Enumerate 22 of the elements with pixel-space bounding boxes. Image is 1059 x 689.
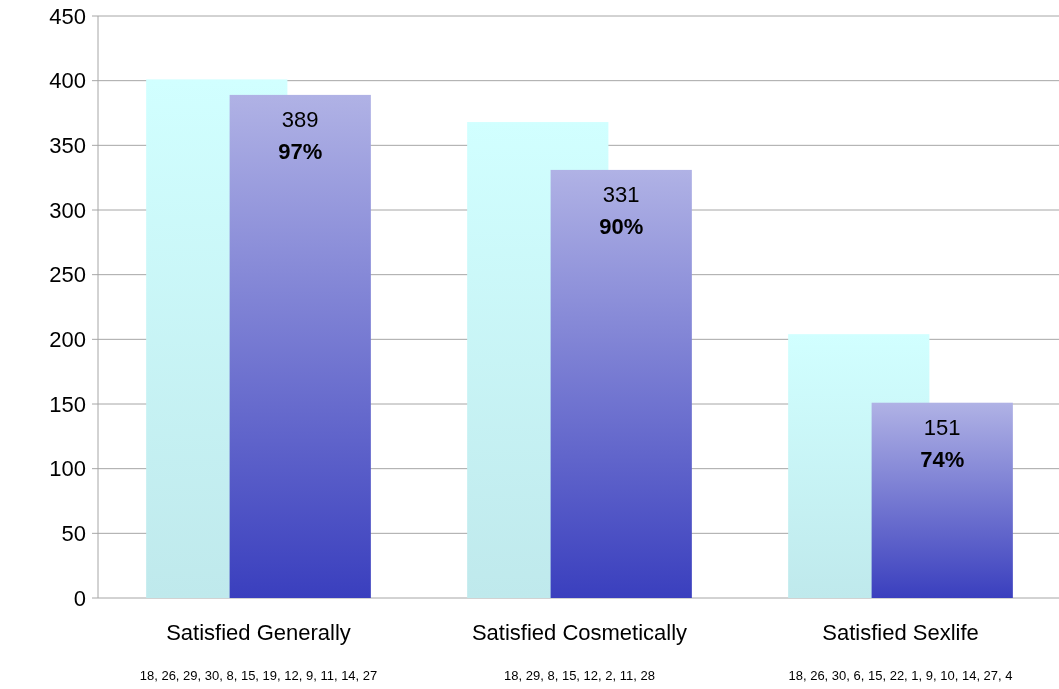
y-tick-label: 50 [61, 521, 86, 547]
data-label: 331 90% [599, 181, 644, 239]
y-tick-label: 0 [73, 585, 86, 611]
bar [229, 94, 371, 598]
data-label: 151 74% [920, 414, 965, 472]
y-tick-label: 250 [49, 262, 86, 288]
x-tick-label: Satisfied Generally [166, 620, 351, 645]
data-label: 389 97% [278, 106, 323, 164]
y-tick-label: 200 [49, 327, 86, 353]
y-tick-label: 350 [49, 133, 86, 159]
y-tick-label: 450 [49, 3, 86, 29]
y-tick-label: 300 [49, 197, 86, 223]
text: 18, 26, 30, 6, 15, 22, 1, 9, 10, 14, 27, 4 [788, 668, 1013, 683]
text: 18, 26, 29, 30, 8, 15, 19, 12, 9, 11, 14, 27 [139, 668, 378, 683]
y-tick-label: 100 [49, 456, 86, 482]
y-tick-label: 150 [49, 391, 86, 417]
x-tick-label: Satisfied Cosmetically [471, 620, 688, 645]
text: 18, 29, 8, 15, 12, 2, 11, 28 [504, 668, 655, 683]
bar [550, 169, 692, 598]
x-tick-label: Satisfied Sexlife [822, 620, 979, 645]
y-tick-label: 400 [49, 68, 86, 94]
bar [871, 402, 1013, 598]
